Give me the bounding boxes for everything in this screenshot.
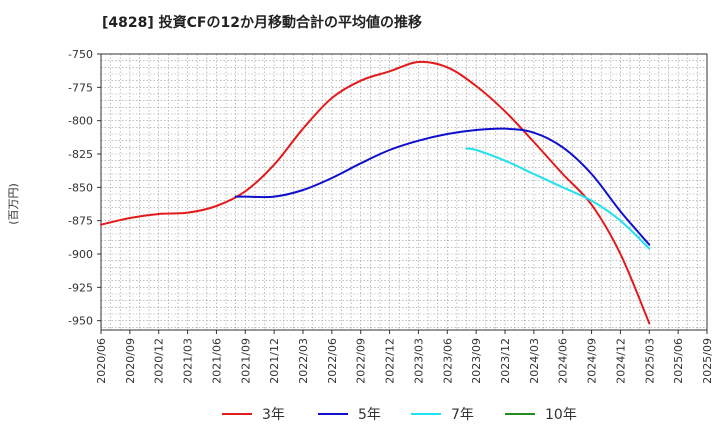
x-tick-label: 2024/09 <box>586 338 599 384</box>
x-tick-label: 2025/09 <box>701 338 714 384</box>
x-tick-label: 2022/06 <box>326 338 339 384</box>
x-tick-label: 2025/06 <box>672 338 685 384</box>
x-tick-label: 2023/03 <box>412 338 425 384</box>
y-tick-label: -900 <box>68 248 93 261</box>
x-tick-label: 2023/09 <box>470 338 483 384</box>
x-tick-label: 2024/03 <box>528 338 541 384</box>
x-tick-label: 2022/09 <box>355 338 368 384</box>
x-tick-label: 2024/06 <box>557 338 570 384</box>
y-tick-label: -800 <box>68 115 93 128</box>
y-tick-label: -750 <box>68 48 93 61</box>
x-tick-label: 2023/06 <box>441 338 454 384</box>
x-tick-label: 2023/12 <box>499 338 512 384</box>
y-tick-label: -825 <box>68 148 93 161</box>
series-line-3 <box>465 147 651 250</box>
series-lines <box>100 60 651 325</box>
series-line-1 <box>100 60 651 325</box>
x-tick-label: 2021/03 <box>182 338 195 384</box>
plot-area <box>100 53 708 331</box>
chart-title: [4828] 投資CFの12か月移動合計の平均値の推移 <box>102 14 422 31</box>
x-tick-label: 2020/09 <box>124 338 137 384</box>
x-tick-label: 2020/12 <box>153 338 166 384</box>
y-tick-label: -775 <box>68 81 93 94</box>
y-axis-ticks: -750 -775 -800 -825 -850 -875 -900 -925 -950 <box>68 48 101 328</box>
y-tick-label: -850 <box>68 181 93 194</box>
x-tick-label: 2021/09 <box>239 338 252 384</box>
x-tick-label: 2022/03 <box>297 338 310 384</box>
x-tick-label: 2021/06 <box>210 338 223 384</box>
legend-label-2: 5年 <box>358 407 381 423</box>
x-tick-label: 2025/03 <box>643 338 656 384</box>
x-tick-label: 2024/12 <box>614 338 627 384</box>
grid-lines <box>101 53 707 330</box>
series-line-2 <box>234 127 651 246</box>
x-tick-label: 2022/12 <box>384 338 397 384</box>
legend-label-4: 10年 <box>545 407 577 423</box>
legend-label-3: 7年 <box>451 407 474 423</box>
y-tick-label: -925 <box>68 281 93 294</box>
x-tick-label: 2021/12 <box>268 338 281 384</box>
legend: 3年 5年 7年 10年 <box>222 407 577 423</box>
y-tick-label: -950 <box>68 315 93 328</box>
x-tick-label: 2020/06 <box>95 338 108 384</box>
y-axis-label: (百万円) <box>7 183 20 225</box>
x-axis-ticks: 2020/06 2020/09 2020/12 2021/03 2021/06 2021/… <box>95 330 714 384</box>
y-tick-label: -875 <box>68 215 93 228</box>
legend-label-1: 3年 <box>262 407 285 423</box>
